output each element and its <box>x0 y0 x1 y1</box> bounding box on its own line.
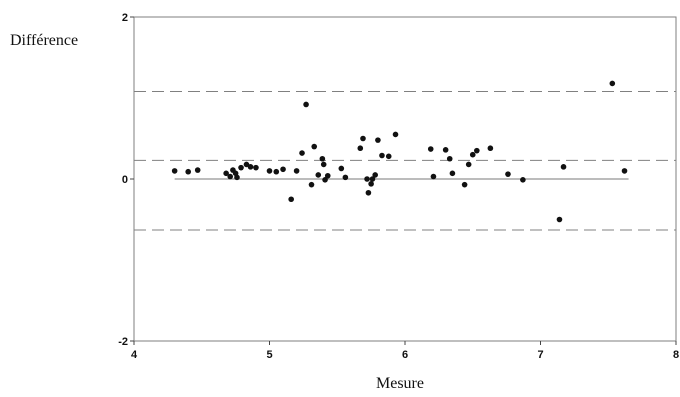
data-point <box>446 155 453 162</box>
data-point <box>365 189 372 196</box>
data-point <box>322 177 328 183</box>
data-point <box>234 174 240 181</box>
data-point <box>442 147 449 153</box>
data-point <box>369 176 376 182</box>
x-axis-title: Mesure <box>376 375 424 392</box>
data-point <box>560 164 567 170</box>
data-point <box>288 196 294 203</box>
x-tick-label: 8 <box>673 349 679 361</box>
axis-ticks: 4 5 6 7 8 2 0 -2 <box>118 12 679 361</box>
data-point <box>520 177 526 183</box>
data-point <box>357 145 364 152</box>
data-point <box>469 151 476 158</box>
y-tick-label: 0 <box>122 174 128 186</box>
data-point <box>253 164 259 171</box>
data-point <box>449 170 456 177</box>
data-point <box>474 147 480 154</box>
data-point <box>621 168 628 174</box>
y-tick-label: -2 <box>118 336 128 348</box>
data-point <box>266 168 273 174</box>
data-point <box>385 153 392 160</box>
data-point <box>293 168 300 174</box>
y-axis-title: Différence <box>10 32 78 49</box>
x-tick-label: 5 <box>266 349 272 361</box>
data-point <box>392 131 399 138</box>
data-point <box>364 176 370 182</box>
data-point <box>556 216 563 223</box>
data-point <box>238 164 244 171</box>
data-point <box>461 181 468 188</box>
data-point <box>427 146 434 152</box>
data-point <box>338 165 345 172</box>
x-tick-label: 6 <box>402 349 408 361</box>
data-point <box>465 161 472 168</box>
data-point <box>430 173 437 180</box>
data-point <box>299 150 305 156</box>
x-tick-label: 7 <box>537 349 543 361</box>
data-point <box>311 143 318 150</box>
data-points <box>171 80 628 223</box>
data-point <box>280 166 286 173</box>
x-tick-label: 4 <box>131 349 138 361</box>
data-point <box>324 172 331 179</box>
data-point <box>372 172 378 178</box>
data-point <box>319 155 326 162</box>
data-point <box>368 181 374 187</box>
data-point <box>609 80 616 87</box>
data-point <box>320 161 327 168</box>
data-point <box>487 145 494 152</box>
data-point <box>315 172 322 178</box>
data-point <box>223 170 229 177</box>
data-point <box>185 168 191 175</box>
data-point <box>227 173 234 180</box>
data-point <box>379 152 385 159</box>
y-tick-label: 2 <box>122 12 128 24</box>
data-point <box>273 168 280 175</box>
data-point <box>303 101 309 108</box>
data-point <box>243 161 250 168</box>
data-point <box>505 171 511 177</box>
data-point <box>375 137 381 143</box>
data-point <box>247 164 254 170</box>
data-point <box>342 174 349 181</box>
reference-lines <box>134 91 676 231</box>
data-point <box>171 168 178 174</box>
data-point <box>194 167 201 173</box>
data-point <box>360 135 366 142</box>
data-point <box>308 181 315 188</box>
